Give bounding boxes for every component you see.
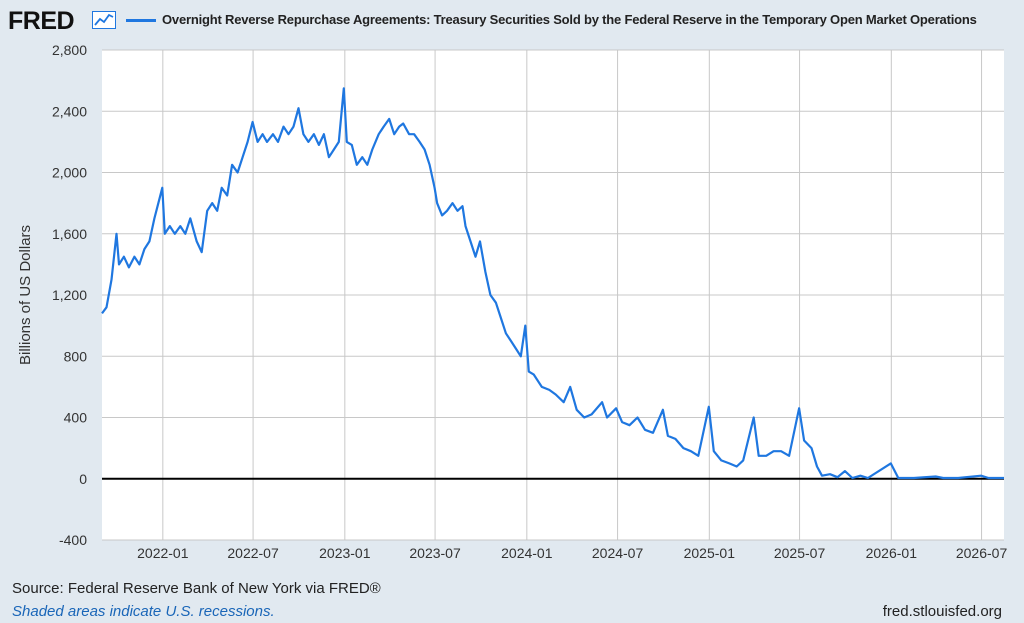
series-layer [101,87,1004,480]
chart-header: FRED Overnight Reverse Repurchase Agreem… [8,6,1018,35]
y-tick-label: 800 [64,348,88,364]
x-tick-label: 2022-01 [137,545,189,561]
y-tick-label: 2,400 [52,103,87,119]
y-tick-label: -400 [59,532,87,548]
line-chart: -400 0 400 800 1,200 1,600 2,000 2,400 2,800 202… [17,42,1007,561]
y-tick-label: 0 [79,471,87,487]
x-tick-label: 2022-07 [227,545,279,561]
x-tick-label: 2024-07 [592,545,644,561]
x-tick-label: 2024-01 [501,545,553,561]
y-tick-label: 2,000 [52,165,87,181]
y-tick-label: 1,200 [52,287,87,303]
legend-line [126,19,156,22]
y-tick-label: 1,600 [52,226,87,242]
x-tick-label: 2025-07 [774,545,826,561]
x-tick-label: 2025-01 [684,545,736,561]
x-tick-label: 2026-07 [956,545,1008,561]
recession-note: Shaded areas indicate U.S. recessions. [12,603,275,620]
x-tick-label: 2023-01 [319,545,371,561]
series-line-0 [101,87,1004,480]
site-link[interactable]: fred.stlouisfed.org [882,603,1002,620]
fred-graph-icon [92,11,116,29]
y-tick-label: 2,800 [52,42,87,58]
y-axis-label: Billions of US Dollars [17,225,34,365]
x-tick-label: 2026-01 [866,545,918,561]
source-note: Source: Federal Reserve Bank of New York… [12,580,381,597]
x-tick-label: 2023-07 [409,545,461,561]
y-tick-label: 400 [64,410,88,426]
fred-logo[interactable]: FRED [8,7,75,35]
chart-title: Overnight Reverse Repurchase Agreements:… [162,12,977,27]
grid [102,49,1004,541]
y-axis: -400 0 400 800 1,200 1,600 2,000 2,400 2,800 [52,42,87,548]
x-axis: 2022-01 2022-07 2023-01 2023-07 2024-01 2024-… [137,545,1007,561]
